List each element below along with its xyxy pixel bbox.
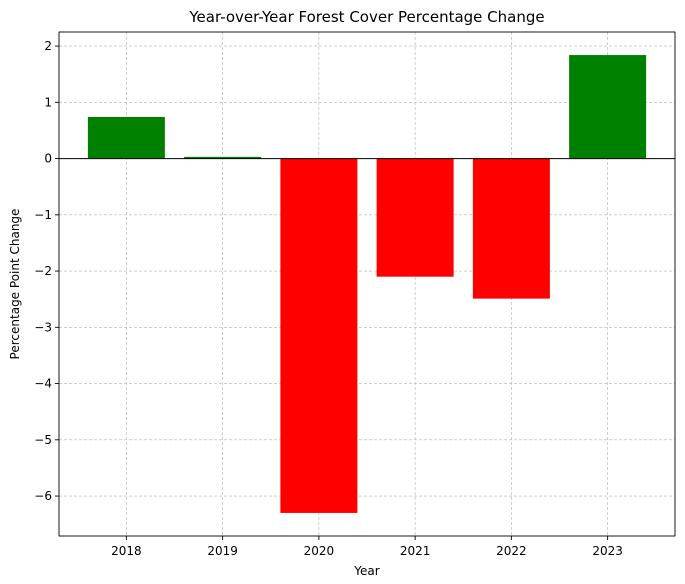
x-tick-label: 2020 (304, 544, 335, 558)
y-tick-label: −5 (34, 433, 52, 447)
y-tick-label: 2 (44, 39, 52, 53)
bar-2021 (376, 158, 454, 277)
x-tick-label: 2023 (592, 544, 623, 558)
chart-title: Year-over-Year Forest Cover Percentage C… (188, 8, 544, 26)
y-axis-label: Percentage Point Change (8, 209, 22, 360)
x-tick-label: 2019 (207, 544, 238, 558)
bar-2018 (87, 116, 165, 159)
y-tick-label: −4 (34, 377, 52, 391)
x-axis-label: Year (353, 564, 379, 578)
bar-2022 (472, 158, 550, 299)
y-tick-label: −3 (34, 320, 52, 334)
y-tick-label: 1 (44, 95, 52, 109)
bar-2023 (569, 55, 647, 159)
x-axis: 2018 2019 2020 2021 2022 2023 (111, 536, 623, 558)
grid-layer (59, 32, 675, 536)
y-tick-label: −1 (34, 208, 52, 222)
y-tick-label: −2 (34, 264, 52, 278)
bar-2019 (184, 156, 262, 159)
y-axis: 2 1 0 −1 −2 −3 −4 −5 −6 (34, 39, 59, 503)
plot-frame (58, 31, 676, 537)
x-tick-label: 2018 (111, 544, 142, 558)
bar-2020 (280, 158, 358, 513)
x-tick-label: 2021 (400, 544, 431, 558)
x-tick-label: 2022 (496, 544, 527, 558)
bars-layer (87, 55, 647, 513)
y-tick-label: 0 (44, 152, 52, 166)
y-tick-label: −6 (34, 489, 52, 503)
